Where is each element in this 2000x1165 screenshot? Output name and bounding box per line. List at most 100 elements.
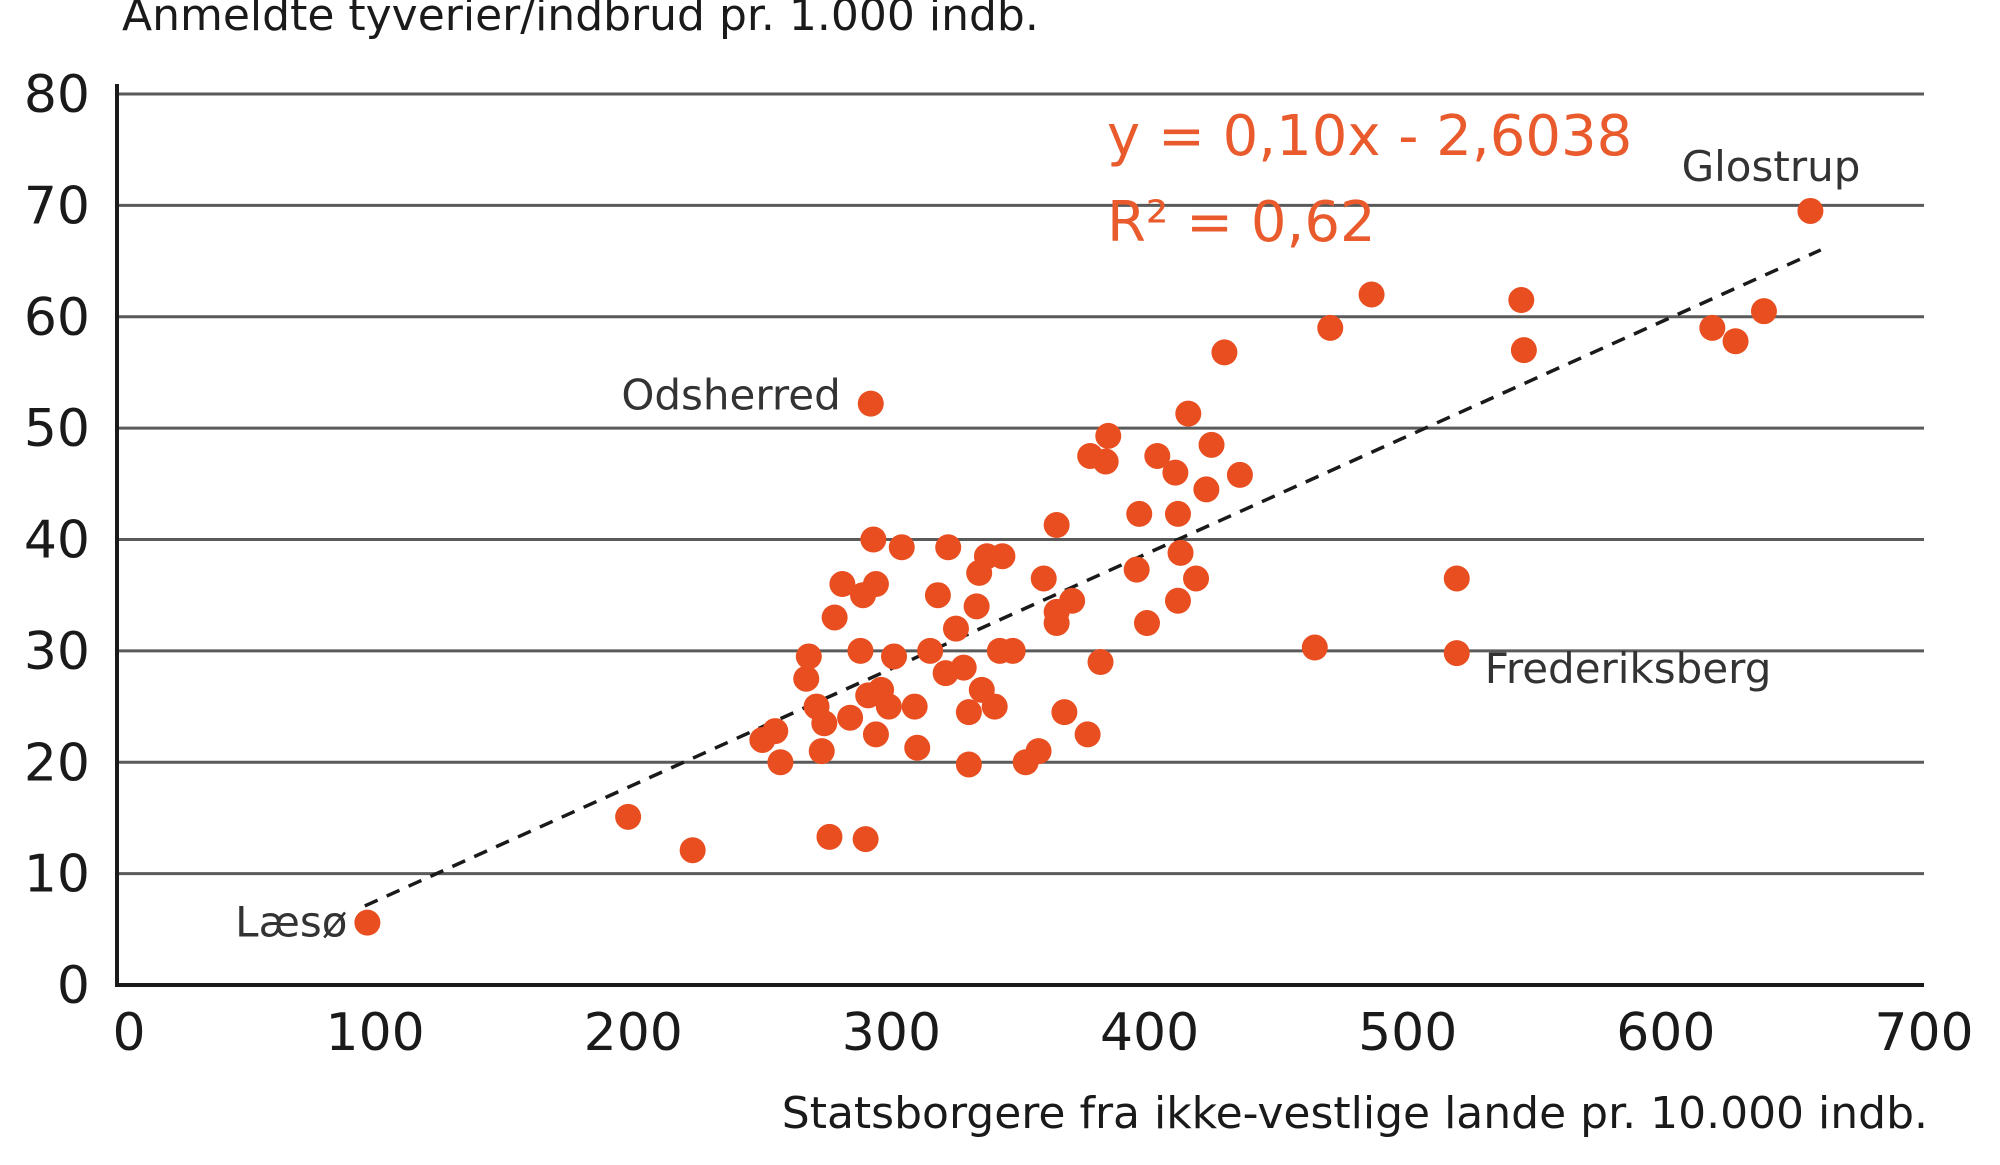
data-point — [1183, 565, 1210, 592]
data-point — [875, 693, 902, 720]
data-point — [862, 721, 889, 748]
data-point — [795, 643, 822, 670]
data-point — [1095, 422, 1122, 449]
trendline-group — [364, 248, 1822, 908]
data-point — [862, 571, 889, 598]
data-point — [808, 738, 835, 765]
data-point — [963, 593, 990, 620]
data-point — [1043, 610, 1070, 637]
x-tick-label-600: 600 — [1616, 1003, 1715, 1063]
data-point — [1087, 649, 1114, 676]
data-point — [1030, 565, 1057, 592]
data-point — [1051, 699, 1078, 726]
data-point — [1510, 337, 1537, 364]
x-tick-label-200: 200 — [584, 1003, 683, 1063]
data-point — [1175, 400, 1202, 427]
y-tick-label-70: 70 — [24, 176, 90, 236]
point-labels: Læsø Odsherred Glostrup Frederiksberg — [235, 142, 1860, 947]
x-tick-label-400: 400 — [1100, 1003, 1199, 1063]
data-point — [1722, 328, 1749, 355]
data-point — [901, 693, 928, 720]
data-point — [767, 749, 794, 776]
data-point — [852, 826, 879, 853]
data-point — [1443, 565, 1470, 592]
data-point — [1092, 448, 1119, 475]
data-point — [821, 604, 848, 631]
data-point — [888, 534, 915, 561]
data-point — [829, 571, 856, 598]
point-label-glostrup: Glostrup — [1682, 142, 1861, 191]
data-point — [1025, 738, 1052, 765]
data-point — [924, 582, 951, 609]
data-point — [955, 699, 982, 726]
data-point — [881, 643, 908, 670]
data-point — [762, 718, 789, 745]
data-point — [989, 543, 1016, 570]
x-tick-label-300: 300 — [842, 1003, 941, 1063]
data-point — [981, 693, 1008, 720]
x-tick-label-500: 500 — [1358, 1003, 1457, 1063]
point-label-odsherred: Odsherred — [621, 371, 840, 420]
y-tick-label-10: 10 — [24, 845, 90, 905]
data-point — [1164, 500, 1191, 527]
data-point — [1162, 459, 1189, 486]
data-point — [857, 390, 884, 417]
data-point — [1226, 461, 1253, 488]
y-tick-label-50: 50 — [24, 399, 90, 459]
data-point — [1133, 610, 1160, 637]
data-point — [935, 534, 962, 561]
data-point — [1317, 314, 1344, 341]
data-point — [1358, 281, 1385, 308]
data-point — [1144, 442, 1171, 469]
point-label-læsø: Læsø — [235, 898, 347, 947]
y-tick-label-60: 60 — [24, 288, 90, 348]
data-point — [1750, 298, 1777, 325]
data-point — [793, 665, 820, 692]
data-point — [1211, 339, 1238, 366]
data-point — [811, 710, 838, 737]
y-tick-label-0: 0 — [57, 956, 90, 1016]
point-label-frederiksberg: Frederiksberg — [1485, 644, 1772, 693]
data-point — [679, 837, 706, 864]
data-point — [1193, 476, 1220, 503]
y-tick-label-30: 30 — [24, 622, 90, 682]
data-point — [1074, 721, 1101, 748]
data-point — [1123, 556, 1150, 583]
data-point — [354, 909, 381, 936]
data-point — [615, 803, 642, 830]
data-point — [1699, 314, 1726, 341]
regression-equation: y = 0,10x - 2,6038 — [1107, 104, 1632, 169]
y-tick-label-40: 40 — [24, 511, 90, 571]
data-point — [860, 526, 887, 553]
data-point — [1508, 287, 1535, 314]
data-point — [1059, 587, 1086, 614]
x-tick-label-0: 0 — [112, 1003, 145, 1063]
axes — [115, 84, 1924, 987]
data-point — [942, 615, 969, 642]
tick-labels: 0 10 20 30 40 50 60 70 80 0 100 200 300 400 500 600 700 — [24, 65, 1974, 1063]
data-point — [1198, 431, 1225, 458]
trendline — [364, 248, 1822, 908]
data-point — [847, 637, 874, 664]
y-tick-label-80: 80 — [24, 65, 90, 125]
data-point — [1797, 197, 1824, 224]
y-axis-title: Anmeldte tyverier/indbrud pr. 1.000 indb… — [122, 0, 1039, 41]
data-point — [837, 704, 864, 731]
data-point — [999, 637, 1026, 664]
data-point — [955, 751, 982, 778]
data-point — [1443, 640, 1470, 667]
r-squared-label: R² = 0,62 — [1107, 190, 1376, 255]
data-point — [1126, 500, 1153, 527]
data-point — [1167, 539, 1194, 566]
data-point — [917, 637, 944, 664]
data-point — [1043, 512, 1070, 539]
data-point — [904, 734, 931, 761]
x-axis-title: Statsborgere fra ikke-vestlige lande pr.… — [782, 1088, 1928, 1139]
x-tick-label-100: 100 — [326, 1003, 425, 1063]
data-points — [354, 197, 1824, 936]
data-point — [1301, 634, 1328, 661]
data-point — [816, 823, 843, 850]
data-point — [950, 654, 977, 681]
